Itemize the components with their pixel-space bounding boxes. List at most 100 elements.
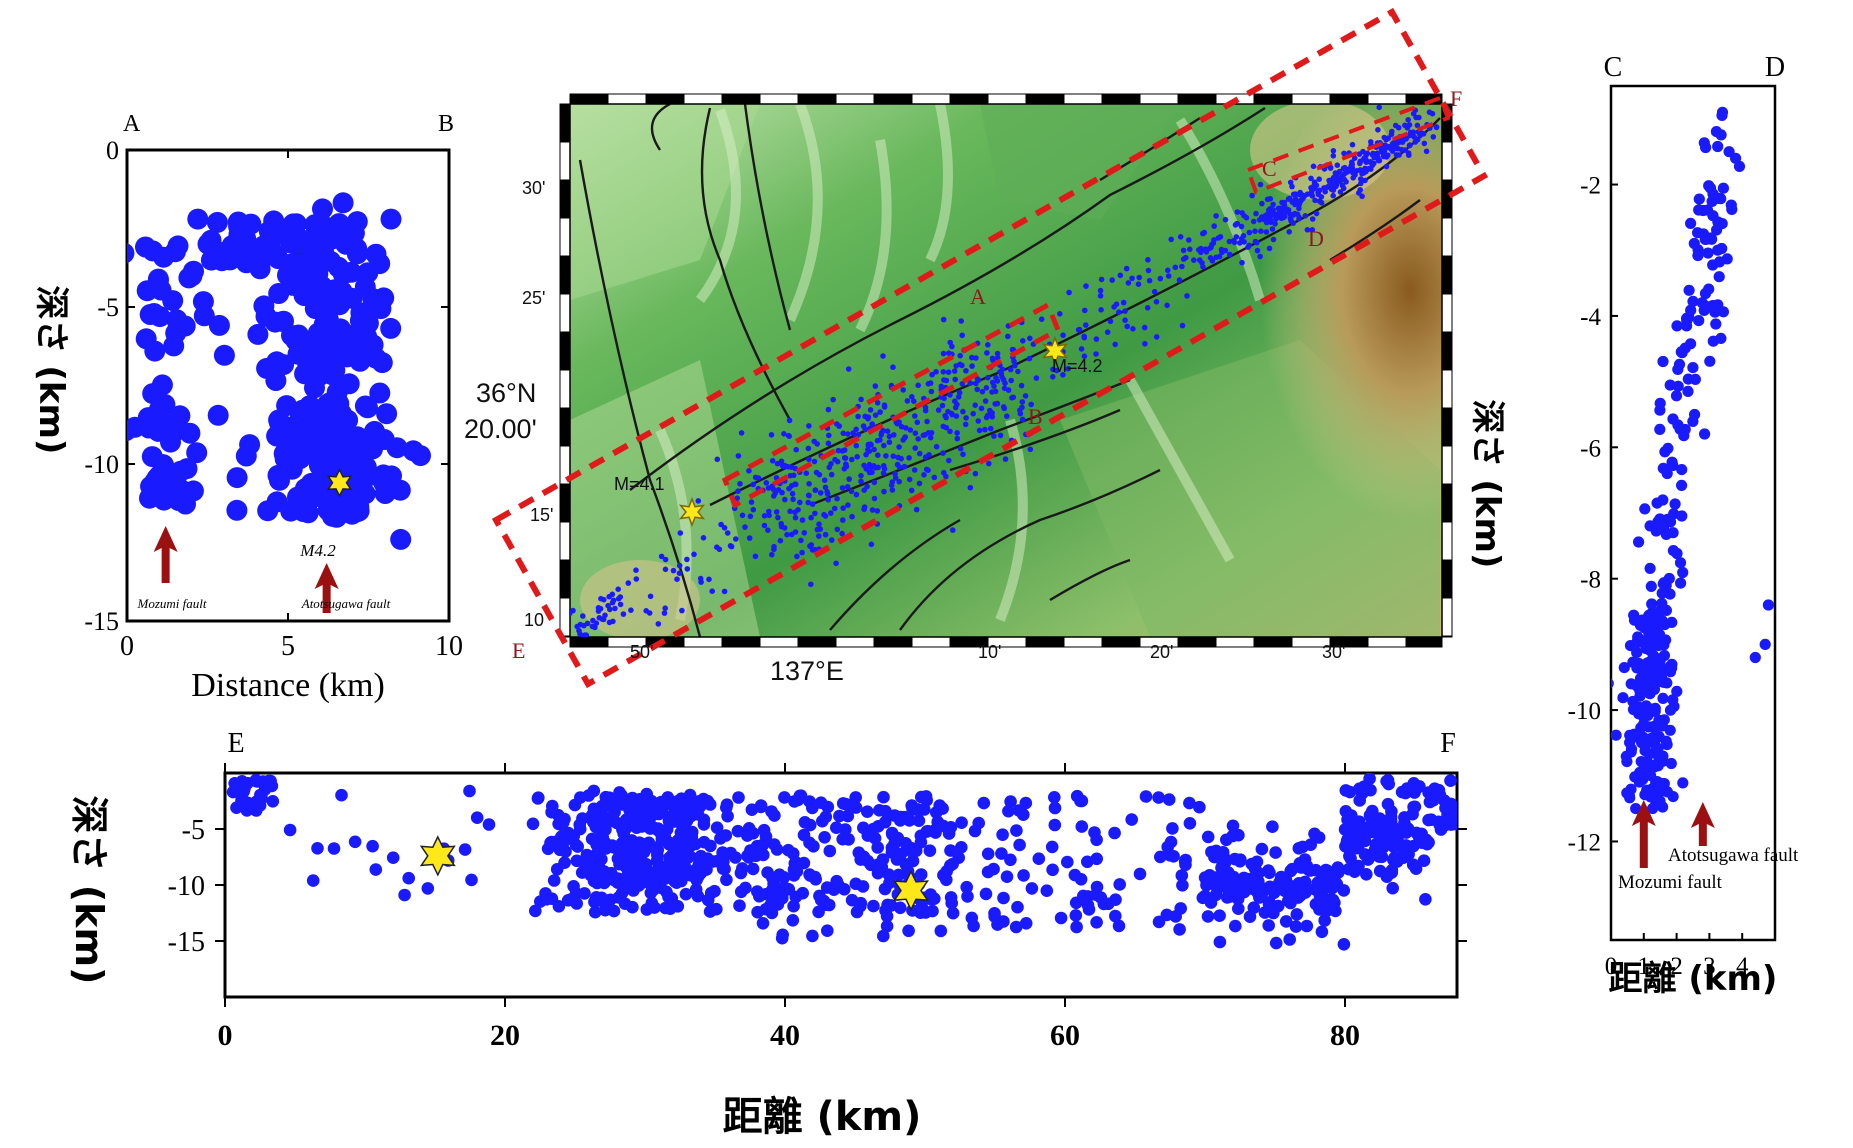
map-epicenter — [817, 526, 823, 532]
cd-hypocenter — [1664, 724, 1676, 736]
cd-y-tick-label: -12 — [1568, 829, 1601, 856]
map-epicenter — [817, 490, 824, 496]
map-epicenter — [1142, 341, 1148, 347]
ef-hypocenter — [1113, 878, 1126, 891]
cd-hypocenter — [1693, 315, 1705, 327]
panel-ef: 0 20 40 60 80 -5 -10 -15 E F 距離 (km) 深さ (km) — [67, 728, 1467, 1140]
ef-hypocenter — [1417, 854, 1431, 867]
ef-hypocenter — [1241, 873, 1255, 887]
ab-hypocenter — [138, 417, 160, 439]
ef-hypocenter — [1342, 862, 1355, 876]
map-epicenter — [1328, 177, 1334, 183]
map-epicenter — [826, 432, 832, 439]
cd-hypocenter — [1671, 547, 1683, 560]
ab-y-tick-label: -15 — [84, 607, 119, 636]
ef-hypocenter — [1088, 826, 1101, 839]
map-epicenter — [781, 431, 787, 437]
ef-hypocenter — [691, 889, 705, 903]
ab-hypocenter — [174, 315, 196, 337]
cd-hypocenter — [1636, 660, 1648, 672]
cd-hypocenter — [1639, 789, 1651, 801]
map-epicenter — [799, 549, 805, 556]
cd-axis-ticks: 0 1 2 3 4 -2 -4 -6 -8 -10 -12 — [1568, 173, 1749, 980]
map-epicenter — [1337, 189, 1344, 195]
ef-hypocenter — [1203, 869, 1216, 882]
ef-hypocenter — [1304, 838, 1317, 851]
ab-hypocenter — [249, 258, 271, 280]
ef-hypocenter — [997, 891, 1010, 905]
map-epicenter — [787, 508, 793, 515]
map-epicenter — [933, 443, 940, 450]
map-epicenter — [1222, 247, 1229, 254]
lat-tick-30: 30' — [522, 178, 545, 198]
ab-fault-arrow — [153, 526, 178, 583]
map-epicenter — [811, 458, 818, 465]
ef-hypocenter — [788, 795, 801, 808]
map-epicenter — [734, 495, 740, 502]
map-epicenter — [829, 537, 835, 543]
ef-hypocenter — [704, 839, 717, 853]
ef-hypocenter — [936, 802, 949, 815]
map-epicenter — [1302, 213, 1309, 219]
ef-hypocenter — [830, 821, 843, 834]
cd-x-tick-label: 3 — [1703, 953, 1716, 980]
ef-hypocenter — [635, 820, 648, 833]
ab-hypocenter — [226, 467, 248, 489]
ef-hypocenter — [583, 858, 596, 872]
ef-hypocenter — [708, 884, 721, 898]
map-epicenter — [924, 418, 930, 425]
cd-hypocenter — [1762, 599, 1774, 611]
ab-hypocenter — [332, 263, 354, 285]
map-epicenter — [854, 454, 860, 460]
ef-hypocenter — [1407, 839, 1420, 853]
ef-hypocenter — [1174, 902, 1187, 915]
ef-hypocenter — [1315, 925, 1329, 939]
map-epicenter — [662, 605, 668, 611]
ef-hypocenter — [850, 905, 864, 919]
map-epicenter — [997, 432, 1004, 439]
map-epicenter — [1097, 287, 1104, 294]
map-epicenter — [793, 481, 799, 488]
map-epicenter — [1065, 365, 1071, 372]
ef-hypocenter — [235, 794, 248, 807]
ef-hypocenter — [595, 891, 608, 905]
map-epicenter — [955, 394, 962, 400]
map-epicenter — [809, 501, 816, 507]
map-epicenter — [901, 435, 908, 441]
map-epicenter — [881, 488, 887, 495]
map-epicenter — [1292, 191, 1299, 197]
map-epicenter — [1157, 275, 1164, 282]
ef-hypocenter — [1173, 923, 1186, 936]
ef-hypocenter — [818, 831, 831, 844]
map-epicenter — [916, 450, 923, 457]
panel-ab: 0 5 100-5-10-15 A B Distance (km) 深さ (km) … — [31, 111, 463, 704]
map-epicenter — [974, 376, 981, 382]
ab-y-axis-title: 深さ (km) — [31, 286, 71, 455]
map-epicenter — [992, 388, 999, 395]
cd-hypocenter — [1687, 415, 1699, 427]
map-epicenter — [1272, 221, 1278, 227]
map-epicenter — [805, 499, 811, 506]
map-epicenter — [684, 566, 691, 572]
map-epicenter — [1341, 150, 1347, 157]
map-epicenter — [957, 445, 964, 452]
map-epicenter — [886, 439, 893, 446]
map-epicenter — [1018, 382, 1025, 389]
map-epicenter — [974, 386, 980, 393]
map-epicenter — [633, 576, 640, 582]
cd-hypocenter — [1712, 140, 1724, 153]
cd-y-axis-title: 深さ (km) — [1467, 400, 1507, 569]
map-epicenter — [615, 595, 622, 602]
ef-hypocenter — [1373, 812, 1386, 825]
map-epicenter — [888, 482, 895, 489]
map-epicenter — [769, 458, 776, 464]
map-epicenter — [771, 493, 777, 499]
ef-hypocenter — [402, 871, 416, 885]
map-epicenter — [821, 511, 827, 518]
ab-hypocenter — [207, 404, 229, 426]
map-epicenter — [824, 488, 830, 495]
ab-hypocenter — [354, 276, 376, 298]
ef-hypocenter — [877, 790, 890, 804]
ef-hypocenter — [884, 899, 898, 912]
map-epicenter — [840, 430, 847, 437]
